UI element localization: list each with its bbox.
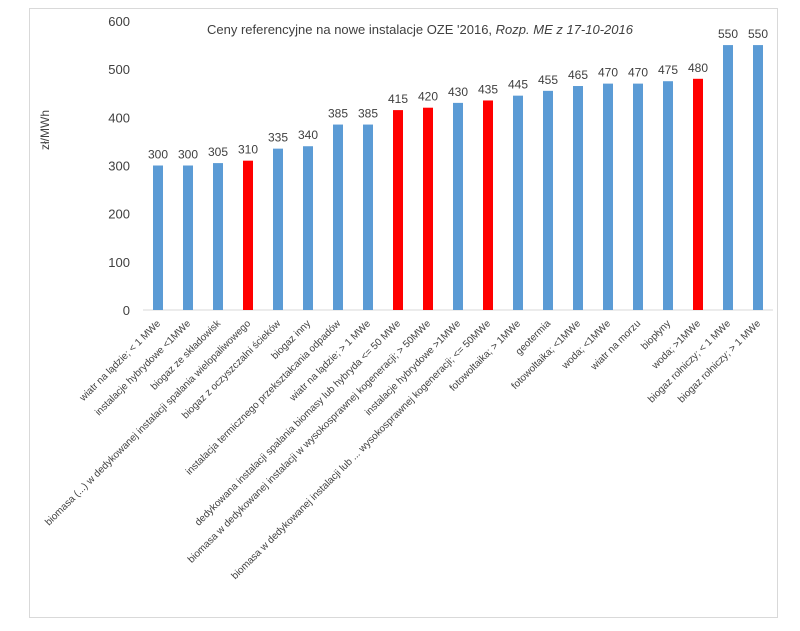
- bar: [393, 110, 403, 310]
- bar: [633, 83, 643, 310]
- bar: [573, 86, 583, 311]
- y-tick-label: 500: [108, 62, 130, 77]
- data-label: 415: [388, 92, 408, 106]
- bar: [243, 160, 253, 310]
- bar: [483, 100, 493, 310]
- data-label: 550: [718, 27, 738, 41]
- bar: [693, 78, 703, 310]
- data-label: 430: [448, 85, 468, 99]
- data-label: 480: [688, 61, 708, 75]
- data-label: 465: [568, 68, 588, 82]
- bar: [663, 81, 673, 310]
- data-label: 385: [358, 107, 378, 121]
- chart-frame: [29, 8, 778, 618]
- y-tick-label: 100: [108, 255, 130, 270]
- y-tick-label: 300: [108, 159, 130, 174]
- data-label: 475: [658, 63, 678, 77]
- bar: [453, 102, 463, 310]
- bar: [273, 148, 283, 310]
- data-label: 470: [598, 66, 618, 80]
- y-tick-label: 0: [123, 303, 130, 318]
- bar: [543, 90, 553, 310]
- data-label: 340: [298, 128, 318, 142]
- bar: [603, 83, 613, 310]
- data-label: 445: [508, 78, 528, 92]
- chart-subtitle: Rozp. ME z 17-10-2016: [495, 22, 633, 37]
- bar: [423, 107, 433, 310]
- bar: [363, 124, 373, 310]
- bar: [513, 95, 523, 311]
- y-axis: 0 100 200 300 400 500 600: [108, 14, 773, 318]
- data-label: 300: [148, 148, 168, 162]
- bar: [303, 146, 313, 310]
- data-label: 550: [748, 27, 768, 41]
- data-label: 470: [628, 66, 648, 80]
- y-tick-label: 600: [108, 14, 130, 29]
- value-labels: 300 300 305 310 335 340 385 385 415 420 430 435 445 4…: [148, 27, 768, 161]
- data-label: 435: [478, 82, 498, 96]
- bar: [753, 45, 763, 310]
- bar: [333, 124, 343, 310]
- bar: [153, 165, 163, 310]
- data-label: 310: [238, 143, 258, 157]
- bar: [723, 45, 733, 310]
- bars: [153, 45, 763, 311]
- chart-title-main: Ceny referencyjne na nowe instalacje OZE…: [207, 22, 493, 37]
- data-label: 420: [418, 90, 438, 104]
- data-label: 300: [178, 148, 198, 162]
- data-label: 385: [328, 107, 348, 121]
- chart-title: Ceny referencyjne na nowe instalacje OZE…: [140, 22, 700, 37]
- data-label: 455: [538, 73, 558, 87]
- y-tick-label: 400: [108, 110, 130, 125]
- bar: [183, 165, 193, 310]
- data-label: 335: [268, 131, 288, 145]
- bar: [213, 163, 223, 310]
- data-label: 305: [208, 145, 228, 159]
- y-tick-label: 200: [108, 207, 130, 222]
